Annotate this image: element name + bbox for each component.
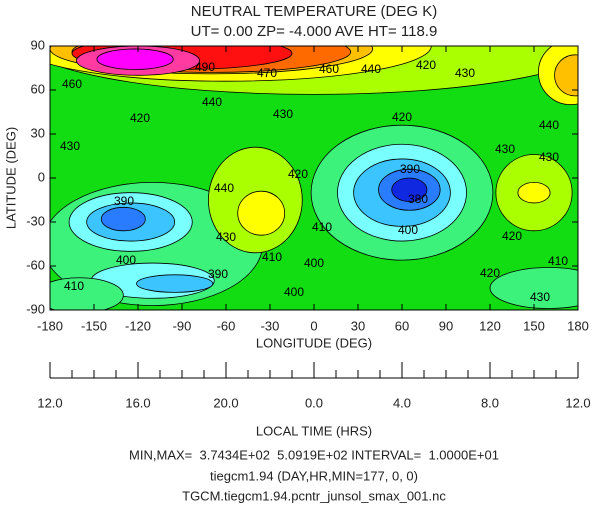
contour-label: 440 xyxy=(539,118,559,132)
contour-label: 430 xyxy=(60,139,80,153)
x-tick-label: -90 xyxy=(173,318,192,333)
x-tick-label: -30 xyxy=(261,318,280,333)
footer-line: tiegcm1.94 (DAY,HR,MIN=177, 0, 0) xyxy=(210,468,418,483)
contour-region xyxy=(554,54,578,97)
contour-label: 430 xyxy=(216,230,236,244)
y-tick-label: -60 xyxy=(26,257,45,272)
contour-label: 420 xyxy=(416,58,436,72)
contour-label: 410 xyxy=(262,250,282,264)
contour-label: 430 xyxy=(273,107,293,121)
contour-label: 490 xyxy=(195,60,215,74)
x-tick-label: 60 xyxy=(395,318,409,333)
x-tick-label: 150 xyxy=(523,318,545,333)
contour-region xyxy=(237,190,286,236)
contour-label: 420 xyxy=(502,229,522,243)
x2-tick-label: 12.0 xyxy=(37,395,62,410)
contour-field xyxy=(50,46,578,310)
footer-line: MIN,MAX= 3.7434E+02 5.0919E+02 INTERVAL=… xyxy=(129,447,499,462)
contour-label: 390 xyxy=(208,267,228,281)
chart-title: NEUTRAL TEMPERATURE (DEG K) xyxy=(191,3,437,20)
contour-label: 380 xyxy=(408,192,428,206)
contour-label: 400 xyxy=(304,256,324,270)
y-tick-label: 0 xyxy=(38,169,45,184)
y-tick-label: 30 xyxy=(31,125,45,140)
x2-tick-label: 8.0 xyxy=(481,395,499,410)
contour-label: 390 xyxy=(114,194,134,208)
contour-region xyxy=(136,274,214,293)
contour-region xyxy=(517,182,551,204)
contour-label: 420 xyxy=(288,167,308,181)
contour-label: 410 xyxy=(312,220,332,234)
x2-tick-label: 16.0 xyxy=(125,395,150,410)
contour-region xyxy=(391,177,428,202)
contour-label: 410 xyxy=(548,254,568,268)
contour-label: 460 xyxy=(319,62,339,76)
x-tick-label: 120 xyxy=(479,318,501,333)
contour-label: 400 xyxy=(398,223,418,237)
x2-axis-label: LOCAL TIME (HRS) xyxy=(256,423,372,438)
x-tick-label: 180 xyxy=(567,318,589,333)
contour-label: 440 xyxy=(214,181,234,195)
y-tick-label: 60 xyxy=(31,81,45,96)
x-axis-label: LONGITUDE (DEG) xyxy=(256,335,372,350)
contour-label: 440 xyxy=(202,95,222,109)
contour-label: 430 xyxy=(455,66,475,80)
x-tick-label: -150 xyxy=(81,318,107,333)
contour-label: 430 xyxy=(530,290,550,304)
contour-region xyxy=(100,206,146,232)
contour-label: 430 xyxy=(539,150,559,164)
x2-tick-label: 0.0 xyxy=(305,395,323,410)
contour-region xyxy=(489,267,578,309)
x2-tick-label: 20.0 xyxy=(213,395,238,410)
contour-label: 420 xyxy=(480,266,500,280)
y-tick-label: 90 xyxy=(31,37,45,52)
y-axis-label: LATITUDE (DEG) xyxy=(3,127,18,229)
x2-tick-label: 4.0 xyxy=(393,395,411,410)
contour-label: 430 xyxy=(495,142,515,156)
contour-label: 400 xyxy=(284,285,304,299)
contour-label: 440 xyxy=(361,62,381,76)
x-tick-label: -60 xyxy=(217,318,236,333)
x2-tick-label: 12.0 xyxy=(565,395,590,410)
x-tick-label: -180 xyxy=(37,318,63,333)
contour-label: 390 xyxy=(400,162,420,176)
chart-subtitle: UT= 0.00 ZP= -4.000 AVE HT= 118.9 xyxy=(191,23,438,40)
y-tick-label: -30 xyxy=(26,213,45,228)
contour-label: 420 xyxy=(392,110,412,124)
contour-region xyxy=(50,277,124,310)
contour-region xyxy=(96,48,174,70)
contour-label: 470 xyxy=(257,66,277,80)
x-tick-label: 0 xyxy=(310,318,317,333)
contour-label: 460 xyxy=(62,77,82,91)
contour-label: 410 xyxy=(64,279,84,293)
footer-line: TGCM.tiegcm1.94.pcntr_junsol_smax_001.nc xyxy=(182,488,446,503)
y-tick-label: -90 xyxy=(26,301,45,316)
contour-label: 420 xyxy=(130,111,150,125)
contour-label: 400 xyxy=(116,253,136,267)
x-tick-label: 90 xyxy=(439,318,453,333)
x-tick-label: -120 xyxy=(125,318,151,333)
x-tick-label: 30 xyxy=(351,318,365,333)
